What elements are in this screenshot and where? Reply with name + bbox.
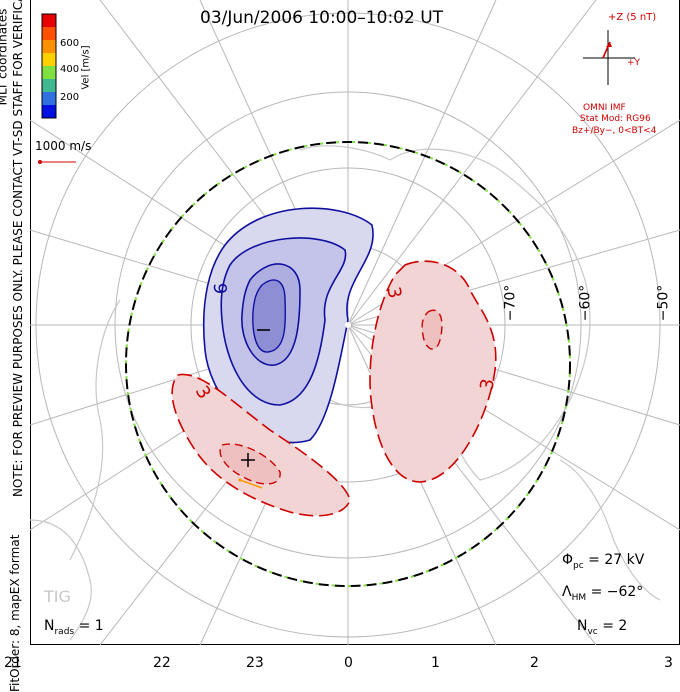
contour-label-negative: 9: [209, 282, 231, 295]
hour-label-21: 21: [4, 655, 22, 671]
imf-conditions: Bz+/By−, 0<BT<4: [572, 126, 657, 136]
imf-z-label: +Z (5 nT): [608, 12, 657, 23]
hour-label-23: 23: [246, 655, 264, 671]
hour-label-0: 0: [344, 655, 353, 671]
cross-polar-potential: Φpc = 27 kV: [562, 552, 645, 571]
hour-label-2: 2: [530, 655, 539, 671]
positive-convection-cell: [369, 260, 497, 483]
legend-tick-400: 400: [60, 64, 80, 75]
imf-source: OMNI IMF: [583, 103, 626, 113]
hmb-latitude: ΛHM = −62°: [562, 584, 644, 603]
convection-map: [30, 0, 680, 645]
coordinate-system-label: MLT coordinates: [0, 8, 10, 106]
hour-label-22: 22: [153, 655, 171, 671]
velocity-color-legend: [38, 13, 76, 164]
imf-clock-dial: [583, 30, 635, 85]
hour-label-1: 1: [431, 655, 440, 671]
map-title: 03/Jun/2006 10:00–10:02 UT: [200, 8, 444, 28]
legend-tick-600: 600: [60, 38, 80, 49]
latitude-label-60: −60°: [577, 284, 594, 322]
negative-convection-cell: [202, 207, 374, 444]
imf-stat-model: Stat Mod: RG96: [580, 114, 651, 124]
legend-unit-label: Vel [m/s]: [80, 45, 92, 90]
fit-order-note: FitOrder: 8, mapEX format: [8, 534, 22, 692]
hour-label-3: 3: [664, 655, 673, 671]
meridian-grid: [30, 0, 680, 645]
watermark: TIG: [44, 587, 71, 606]
positive-convection-cell-secondary: [171, 373, 351, 517]
latitude-label-50: −50°: [655, 284, 672, 322]
vector-count: Nvc = 2: [577, 618, 628, 637]
imf-y-label: +Y: [627, 58, 641, 68]
heppner-maynard-boundary: [125, 141, 571, 587]
speed-scale-label: 1000 m/s: [35, 139, 92, 153]
latitude-label-70: −70°: [502, 284, 519, 322]
legend-tick-200: 200: [60, 92, 80, 103]
radar-count: Nrads = 1: [44, 618, 104, 637]
